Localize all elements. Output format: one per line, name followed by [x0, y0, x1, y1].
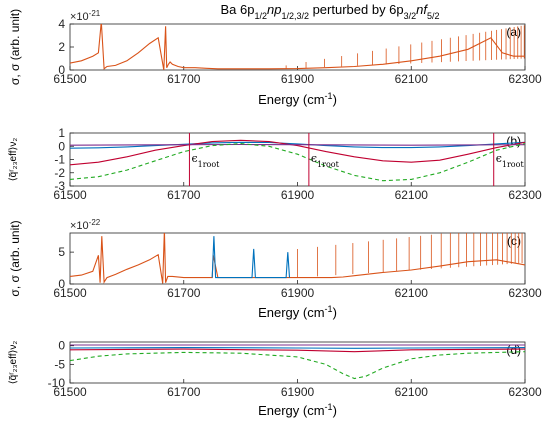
y-axis-label: σ, σ (arb. unit): [8, 220, 22, 296]
axis-multiplier: ×10-21: [70, 9, 101, 24]
x-tick-label: 62300: [508, 385, 542, 399]
x-tick-label: 61700: [167, 188, 201, 202]
series-line-3: [70, 143, 525, 182]
x-tick-label: 62300: [508, 286, 542, 300]
y-tick-label: -1: [54, 153, 65, 167]
x-tick-label: 61900: [281, 188, 315, 202]
series-line-2: [70, 143, 525, 146]
y-tick-label: 1: [58, 126, 65, 140]
panel-a: 61500 61700 61900 62100 62300 0 2 4 ×10-21 (a) σ, …: [8, 9, 542, 108]
figure-title: Ba 6p1/2np1/2,3/2 perturbed by 6p3/2nf5/…: [220, 2, 439, 21]
panel-label: (a): [506, 25, 521, 39]
x-axis-label: Energy (cm-1): [258, 304, 337, 320]
root-label: ϵ1root: [496, 152, 525, 169]
plot-frame: [69, 23, 526, 71]
panel-c: 61500 61700 61900 62100 62300 0 5 ×10-22 (c) σ, σ…: [8, 218, 542, 321]
series-line-0: [70, 347, 525, 349]
plot-frame: [69, 132, 526, 187]
resonance-spikes: [297, 233, 523, 278]
y-tick-label: 0: [58, 63, 65, 77]
series-line-1: [70, 139, 525, 166]
root-label: ϵ1root: [311, 152, 340, 169]
x-tick-label: 61500: [53, 385, 87, 399]
x-tick-label: 61900: [281, 286, 315, 300]
series-line-3: [70, 351, 525, 380]
series-line-0: [70, 141, 525, 149]
y-tick-label: 0: [58, 139, 65, 153]
y-axis-label: ⟨q̃ʳ₂₃eff⟩ν₂: [8, 138, 19, 182]
x-axis-label: Energy (cm-1): [258, 402, 337, 418]
x-tick-label: 61500: [53, 286, 87, 300]
series-line-1: [70, 348, 525, 353]
y-tick-label: -5: [54, 357, 65, 371]
y-tick-label: -3: [54, 179, 65, 193]
x-tick-label: 61500: [53, 188, 87, 202]
series-line-1: [211, 236, 291, 279]
x-tick-label: 61700: [167, 286, 201, 300]
resonance-spikes: [285, 25, 525, 69]
x-tick-label: 62300: [508, 188, 542, 202]
x-tick-label: 61700: [167, 385, 201, 399]
x-tick-label: 62100: [395, 385, 429, 399]
y-tick-label: 5: [58, 245, 65, 259]
axis-multiplier: ×10-22: [70, 218, 101, 233]
x-tick-label: 62100: [395, 72, 429, 86]
y-axis-label: σ, σ (arb. unit): [8, 9, 22, 85]
x-tick-label: 61900: [281, 385, 315, 399]
x-tick-label: 62300: [508, 72, 542, 86]
root-label: ϵ1root: [191, 152, 220, 169]
x-tick-label: 62100: [395, 188, 429, 202]
y-tick-label: 4: [58, 17, 65, 31]
panel-d: 61500 61700 61900 62100 62300 0 -5 -10 (d) ⟨q̃ʳ₂₃…: [8, 339, 542, 418]
panel-label: (d): [506, 343, 521, 357]
y-tick-label: 2: [58, 40, 65, 54]
y-tick-label: 0: [58, 339, 65, 353]
x-tick-label: 61500: [53, 72, 87, 86]
x-tick-label: 61900: [281, 72, 315, 86]
series-line-0: [70, 24, 525, 70]
y-tick-label: -2: [54, 166, 65, 180]
y-tick-label: -10: [48, 376, 66, 390]
x-tick-label: 62100: [395, 286, 429, 300]
y-tick-label: 0: [58, 277, 65, 291]
x-tick-label: 61700: [167, 72, 201, 86]
x-axis-label: Energy (cm-1): [258, 91, 337, 107]
panel-b: 61500 61700 61900 62100 6230010-1-2-3(b)⟨q̃ʳ…: [8, 126, 542, 202]
series-line-0: [70, 233, 525, 284]
y-axis-label: ⟨q̃ʳ₂₃eff⟩ν₂: [8, 341, 19, 385]
panel-label: (c): [507, 234, 521, 248]
